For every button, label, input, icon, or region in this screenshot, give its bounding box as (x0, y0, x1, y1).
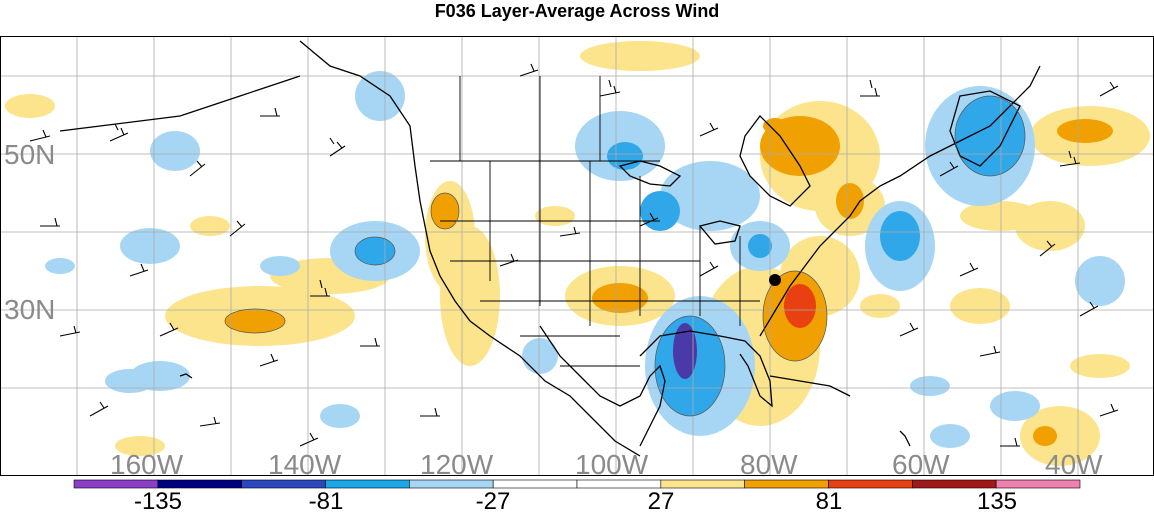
colorbar-label-27: 27 (648, 488, 675, 511)
lat-label-30n: 30N (4, 294, 55, 325)
colorbar-canvas: -135 -81 -27 27 81 135 (73, 479, 1081, 515)
colorbar-box (995, 479, 1081, 489)
contour-lines (224, 95, 1026, 417)
lon-label-60w: 60W (892, 449, 950, 476)
colorbar: -135 -81 -27 27 81 135 (0, 476, 1154, 515)
map-panel: 50N 30N 160W 140W 120W 100W 80W 60W 40W (0, 36, 1154, 476)
colorbar-boxes (73, 479, 1081, 489)
colorbar-box (576, 479, 662, 489)
colorbar-label-neg81: -81 (309, 488, 344, 511)
colorbar-label-neg27: -27 (476, 488, 511, 511)
lat-label-50n: 50N (4, 139, 55, 170)
colorbar-box (409, 479, 494, 489)
state-borders (430, 76, 760, 367)
negative-strong-shading (673, 323, 697, 379)
lon-label-80w: 80W (740, 449, 798, 476)
colorbar-box (492, 479, 578, 489)
location-marker-dot (769, 274, 781, 286)
colorbar-box (828, 479, 913, 489)
lon-label-120w: 120W (420, 449, 494, 476)
wind-barbs (29, 63, 1119, 447)
coastlines (59, 40, 1041, 457)
graticule (0, 36, 1154, 476)
lon-label-40w: 40W (1045, 449, 1103, 476)
colorbar-box (157, 479, 242, 489)
lon-label-100w: 100W (575, 449, 649, 476)
map-canvas: 50N 30N 160W 140W 120W 100W 80W 60W 40W (0, 36, 1154, 476)
colorbar-box (241, 479, 326, 489)
colorbar-box (660, 479, 745, 489)
colorbar-label-81: 81 (816, 488, 843, 511)
colorbar-label-neg135: -135 (134, 488, 182, 511)
colorbar-box (912, 479, 997, 489)
colorbar-label-135: 135 (977, 488, 1017, 511)
positive-strong-shading (784, 284, 816, 328)
lon-label-160w: 160W (110, 449, 184, 476)
colorbar-box (744, 479, 829, 489)
map-title: F036 Layer-Average Across Wind (434, 1, 720, 21)
colorbar-box (325, 479, 410, 489)
colorbar-box (73, 479, 159, 489)
lon-label-140w: 140W (268, 449, 342, 476)
